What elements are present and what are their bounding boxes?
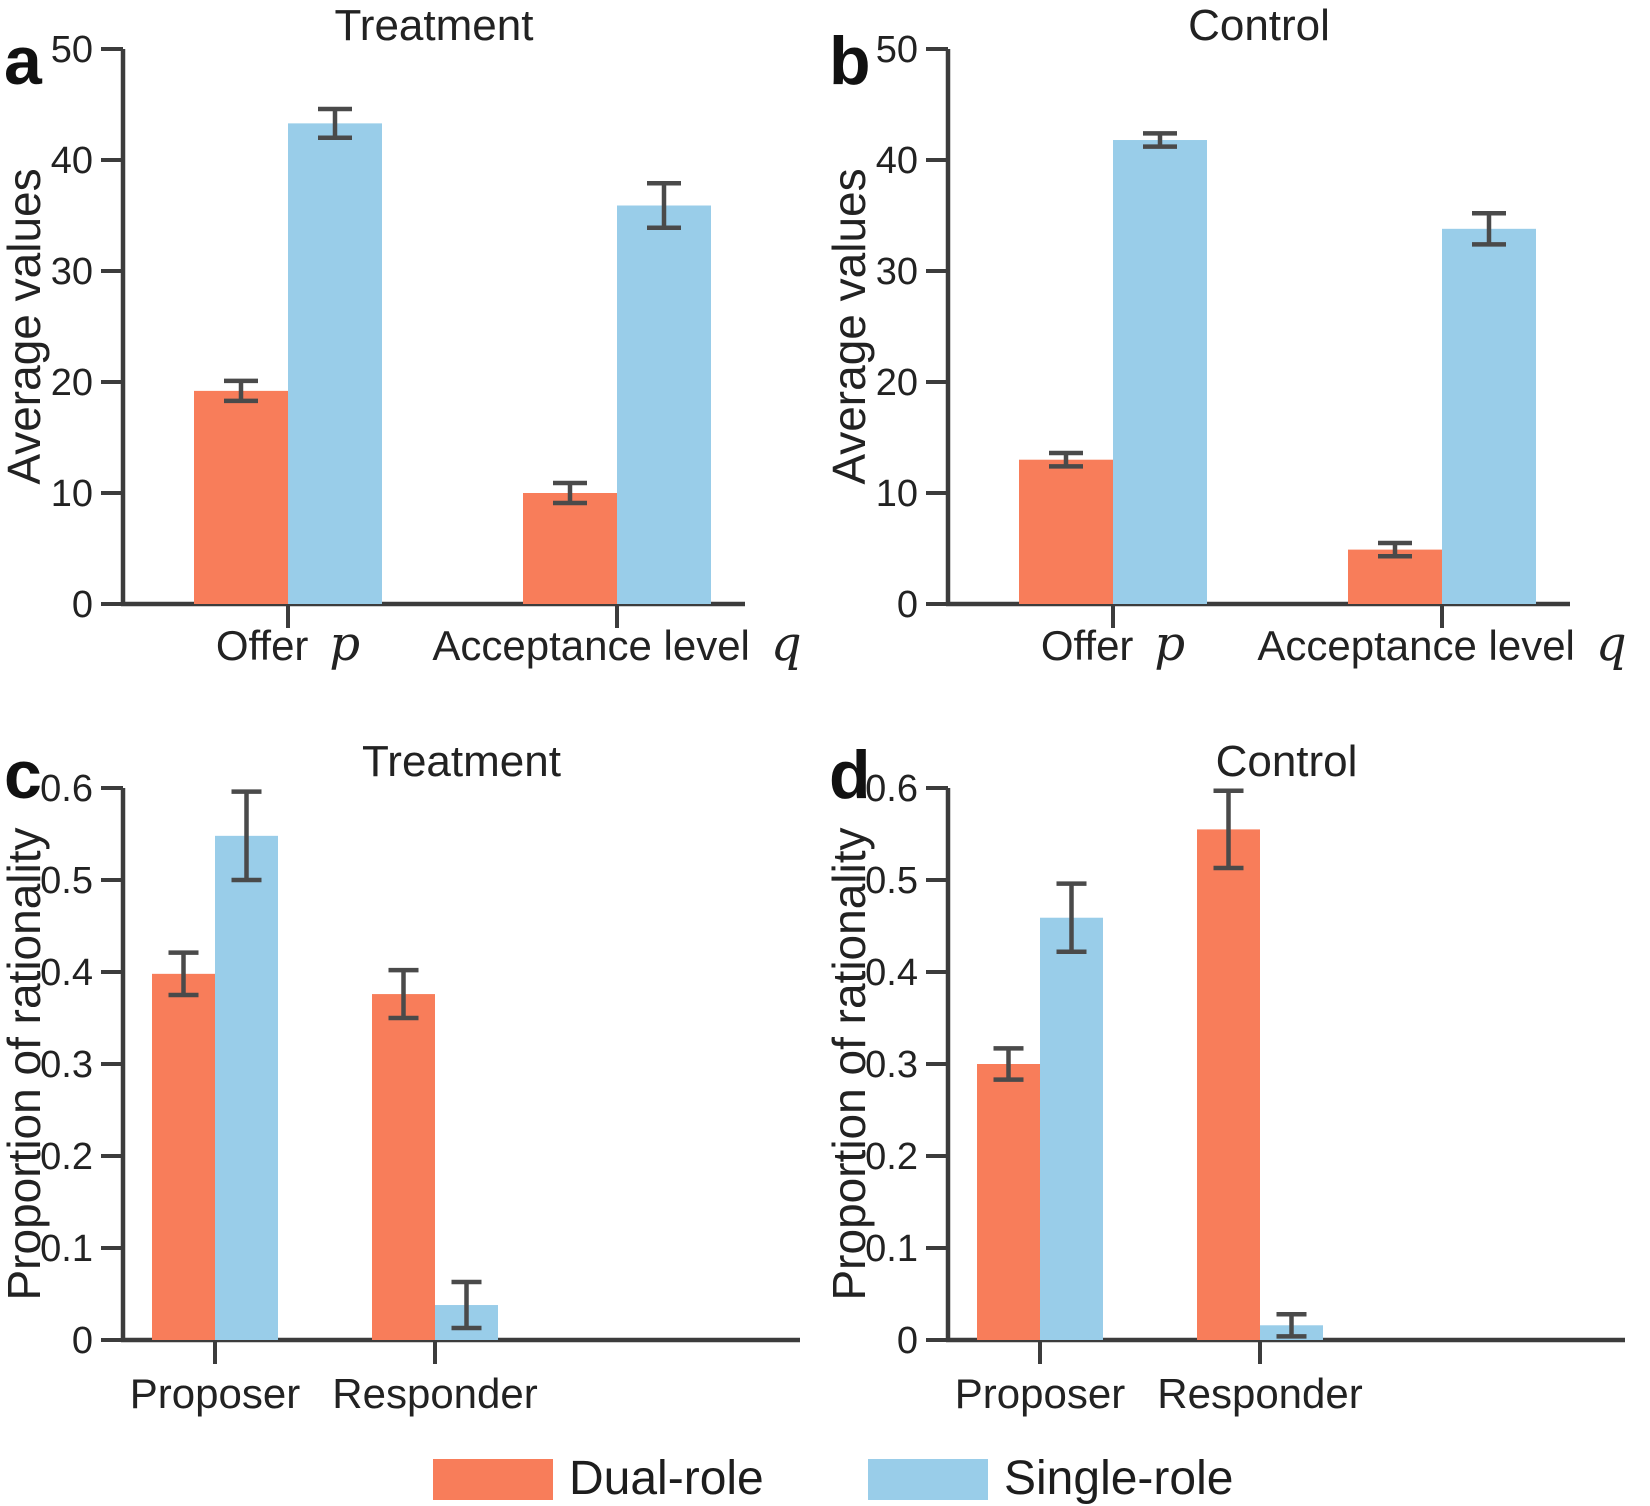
bar-dual-role-cat2 (1197, 829, 1260, 1340)
y-tick-label-10: 10 (876, 473, 918, 515)
category-label-acceptance-level: Acceptance level q (1257, 616, 1626, 672)
y-tick-label-50: 50 (51, 29, 93, 71)
y-tick-label-0: 0 (72, 1320, 93, 1362)
category-label-offer: Offer p (216, 616, 360, 672)
panel-c: c Treatment Proportion of rationality 0 0.1 0… (0, 700, 825, 1440)
category-label-acceptance-level: Acceptance level q (432, 616, 801, 672)
bar-dual-role-cat1 (152, 973, 215, 1340)
category-label-responder: Responder (1157, 1370, 1362, 1417)
bar-single-role-cat2 (617, 205, 711, 604)
y-tick-label-0.6: 0.6 (40, 768, 93, 810)
chart-panel-b: b Control Average values 0 10 20 30 40 50 Offer p… (825, 1, 1627, 672)
panel-a: a Treatment Average values 0 10 20 30 40 50 Offer… (0, 0, 825, 700)
y-tick-label-0.1: 0.1 (40, 1228, 93, 1270)
legend-swatch-dual-role (433, 1458, 553, 1500)
chart-panel-c: c Treatment Proportion of rationality 0 0.1 0… (0, 737, 800, 1417)
panel-letter-a: a (4, 23, 43, 99)
y-tick-label-0.4: 0.4 (865, 952, 918, 994)
legend: Dual-role Single-role (0, 1440, 1650, 1506)
panel-d: d Control Proportion of rationality 0 0.1 0.2… (825, 700, 1650, 1440)
y-tick-label-0.2: 0.2 (40, 1136, 93, 1178)
y-tick-label-0.1: 0.1 (865, 1228, 918, 1270)
y-axis-label-a: Average values (0, 168, 50, 484)
bar-dual-role-cat1 (194, 390, 288, 604)
bar-single-role-cat1 (288, 123, 382, 605)
legend-swatch-single-role (868, 1458, 988, 1500)
y-tick-label-0.4: 0.4 (40, 952, 93, 994)
y-axis-label-c: Proportion of rationality (0, 827, 50, 1300)
y-tick-label-0: 0 (72, 584, 93, 626)
category-label-responder: Responder (332, 1370, 537, 1417)
y-tick-label-50: 50 (876, 29, 918, 71)
bar-dual-role-cat1 (977, 1064, 1040, 1340)
bar-single-role-cat1 (215, 835, 278, 1340)
bar-single-role-cat2 (1442, 228, 1536, 604)
bar-single-role-cat1 (1113, 140, 1207, 604)
y-tick-label-20: 20 (51, 362, 93, 404)
bar-dual-role-cat1 (1019, 459, 1113, 604)
legend-label-single-role: Single-role (1004, 1452, 1234, 1505)
panel-title-d: Control (1216, 737, 1358, 786)
panel-b: b Control Average values 0 10 20 30 40 50 Offer p… (825, 0, 1650, 700)
y-tick-label-30: 30 (876, 251, 918, 293)
legend-item-dual-role: Dual-role (433, 1455, 764, 1503)
y-tick-label-0: 0 (897, 584, 918, 626)
panel-letter-b: b (829, 23, 871, 99)
y-tick-label-0.5: 0.5 (40, 860, 93, 902)
panel-title-a: Treatment (335, 1, 534, 50)
bar-dual-role-cat2 (523, 493, 617, 604)
y-axis-label-d: Proportion of rationality (825, 827, 875, 1300)
y-axis-label-b: Average values (825, 168, 875, 484)
y-tick-label-40: 40 (876, 140, 918, 182)
y-tick-label-30: 30 (51, 251, 93, 293)
category-label-proposer: Proposer (130, 1370, 300, 1417)
y-tick-label-0: 0 (897, 1320, 918, 1362)
legend-item-single-role: Single-role (868, 1455, 1233, 1503)
panel-letter-d: d (829, 737, 871, 813)
chart-panel-a: a Treatment Average values 0 10 20 30 40 50 Offer… (0, 1, 802, 672)
category-label-proposer: Proposer (955, 1370, 1125, 1417)
y-tick-label-0.6: 0.6 (865, 768, 918, 810)
y-tick-label-0.5: 0.5 (865, 860, 918, 902)
panel-title-c: Treatment (362, 737, 561, 786)
y-tick-label-40: 40 (51, 140, 93, 182)
chart-panel-d: d Control Proportion of rationality 0 0.1 0.2… (825, 737, 1625, 1417)
y-tick-label-20: 20 (876, 362, 918, 404)
y-tick-label-0.2: 0.2 (865, 1136, 918, 1178)
bar-single-role-cat1 (1040, 917, 1103, 1340)
category-label-offer: Offer p (1041, 616, 1185, 672)
y-tick-label-0.3: 0.3 (40, 1044, 93, 1086)
y-tick-label-10: 10 (51, 473, 93, 515)
bar-dual-role-cat2 (372, 994, 435, 1340)
legend-label-dual-role: Dual-role (569, 1452, 764, 1505)
y-tick-label-0.3: 0.3 (865, 1044, 918, 1086)
panel-letter-c: c (4, 737, 42, 813)
panel-title-b: Control (1188, 1, 1330, 50)
bar-dual-role-cat2 (1348, 549, 1442, 604)
